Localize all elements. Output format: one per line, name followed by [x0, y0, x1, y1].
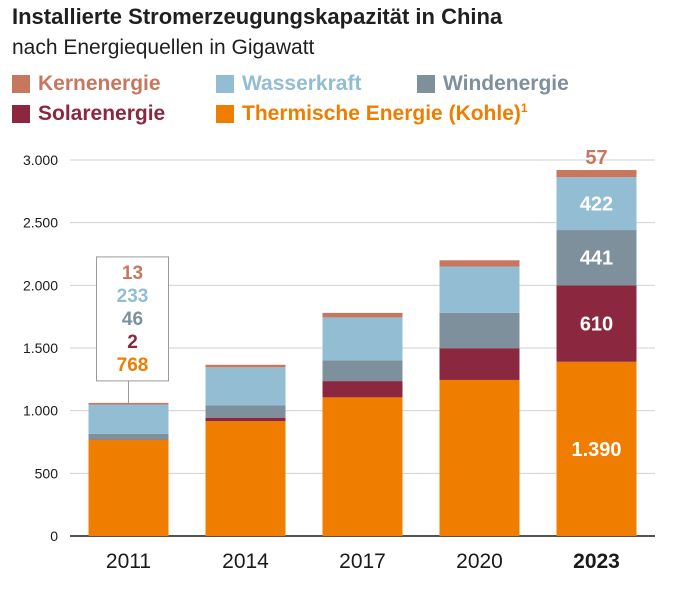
legend-item-windenergie: Windenergie [417, 72, 569, 96]
x-axis-ticks: 2011 2014 2017 2020 2023 [106, 550, 620, 573]
bar-2020-kohle [439, 379, 520, 536]
bar-2011-windenergie [88, 433, 169, 440]
legend-swatch-kernenergie [12, 75, 30, 93]
y-tick-label: 3.000 [23, 152, 58, 168]
bar-2017-windenergie [322, 360, 403, 382]
callout-value-kernenergie: 13 [122, 263, 143, 284]
chart-title: Installierte Stromerzeugungskapazität in… [12, 4, 503, 29]
x-tick-label-2023: 2023 [573, 550, 620, 573]
y-tick-label: 1.000 [23, 403, 58, 419]
bar-2014-solarenergie [205, 417, 286, 422]
data-label-2023-windenergie: 441 [580, 248, 613, 270]
legend-item-wasserkraft: Wasserkraft [216, 72, 361, 96]
bar-2014-kernenergie [205, 364, 286, 368]
legend-label-solarenergie: Solarenergie [38, 102, 166, 125]
data-label-2023-solarenergie: 610 [580, 314, 613, 336]
bar-2011-kohle [88, 439, 169, 536]
legend-label-kohle: Thermische Energie (Kohle)1 [242, 101, 528, 125]
data-labels: 57 422 441 610 1.390 [571, 147, 621, 461]
bar-2023-solarenergie [556, 285, 637, 362]
x-tick-label-2014: 2014 [222, 550, 269, 573]
legend-item-solarenergie: Solarenergie [12, 102, 165, 126]
bar-2017-kohle [322, 397, 403, 536]
data-label-2023-kernenergie: 57 [585, 147, 607, 169]
y-tick-label: 2.500 [23, 215, 58, 231]
bar-2011-kernenergie [88, 402, 169, 405]
bar-2017-solarenergie [322, 381, 403, 398]
bar-2023-wasserkraft [556, 177, 637, 231]
bar-2020-windenergie [439, 312, 520, 349]
callout-box [96, 256, 169, 382]
legend-label-windenergie: Windenergie [443, 72, 569, 95]
stacked-bar-chart: 0 500 1.000 1.500 2.000 2.500 3.000 57 422 441 61… [23, 147, 655, 573]
y-tick-label: 500 [35, 465, 59, 481]
bar-2023-kohle [556, 361, 637, 536]
legend-item-kernenergie: Kernenergie [12, 72, 161, 96]
bar-2014-windenergie [205, 405, 286, 418]
legend-item-kohle: Thermische Energie (Kohle)1 [216, 102, 528, 126]
bar-2017-wasserkraft [322, 317, 403, 361]
x-tick-label-2020: 2020 [456, 550, 503, 573]
callout-value-kohle: 768 [117, 355, 149, 376]
y-axis-ticks: 0 500 1.000 1.500 2.000 2.500 3.000 [23, 152, 58, 544]
legend-swatch-solarenergie [12, 105, 30, 123]
bar-2020-kernenergie [439, 260, 520, 267]
callout-value-solarenergie: 2 [127, 332, 138, 353]
bar-2020-wasserkraft [439, 266, 520, 313]
bar-2023-windenergie [556, 230, 637, 286]
bar-2011-wasserkraft [88, 404, 169, 434]
bar-2014-wasserkraft [205, 367, 286, 406]
callout-value-windenergie: 46 [122, 309, 143, 330]
bar-2020-solarenergie [439, 348, 520, 380]
bar-2014-kohle [205, 421, 286, 536]
y-tick-label: 1.500 [23, 340, 58, 356]
legend-label-wasserkraft: Wasserkraft [242, 72, 362, 95]
bar-2017-kernenergie [322, 312, 403, 318]
y-tick-label: 2.000 [23, 277, 58, 293]
legend-swatch-kohle [216, 105, 234, 123]
x-tick-label-2017: 2017 [339, 550, 386, 573]
legend-label-kernenergie: Kernenergie [38, 72, 161, 95]
chart-subtitle: nach Energiequellen in Gigawatt [12, 36, 315, 59]
data-label-2023-wasserkraft: 422 [580, 194, 613, 216]
x-tick-label-2011: 2011 [106, 550, 151, 573]
y-tick-label: 0 [50, 528, 58, 544]
bars [88, 170, 637, 536]
legend-footnote-marker: 1 [520, 101, 528, 115]
data-label-2023-kohle: 1.390 [571, 439, 621, 461]
legend-swatch-windenergie [417, 75, 435, 93]
bar-2023-kernenergie [556, 170, 637, 178]
legend: Kernenergie Wasserkraft Windenergie Sola… [12, 70, 652, 130]
callout-value-wasserkraft: 233 [117, 286, 149, 307]
legend-swatch-wasserkraft [216, 75, 234, 93]
